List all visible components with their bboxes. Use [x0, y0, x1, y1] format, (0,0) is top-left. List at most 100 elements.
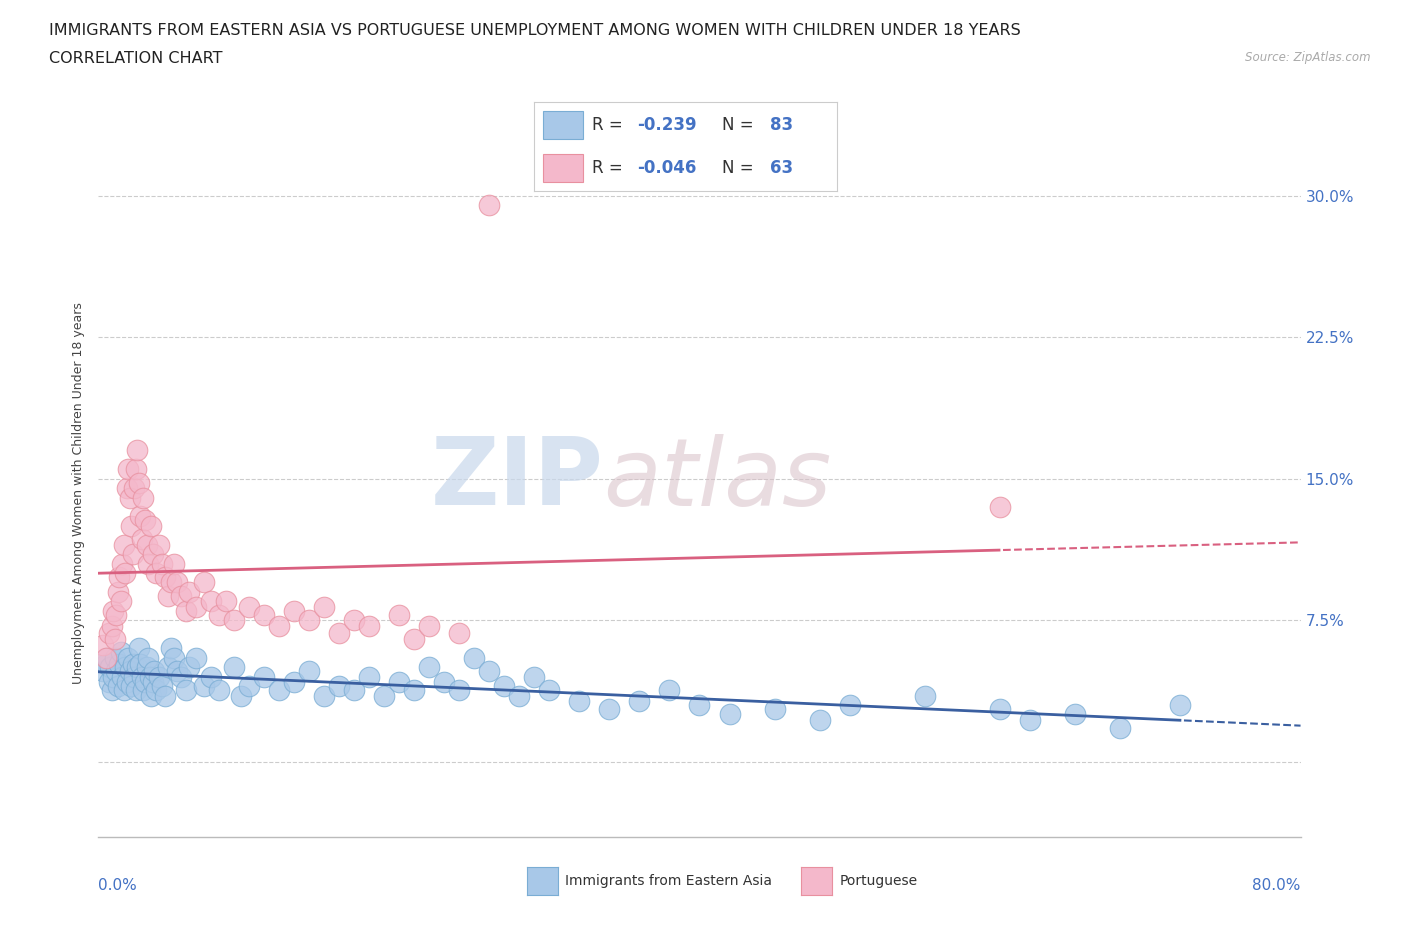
Point [128, 475, 150, 490]
Point [447, 626, 470, 641]
Point [112, 683, 135, 698]
Point [125, 462, 148, 477]
Point [267, 683, 290, 698]
Point [128, 641, 150, 656]
Text: N =: N = [721, 159, 759, 177]
Point [114, 565, 136, 580]
Point [91, 637, 114, 652]
Point [253, 670, 276, 684]
Point [131, 670, 153, 684]
Point [101, 618, 124, 633]
Point [238, 679, 260, 694]
Point [357, 618, 380, 633]
Point [494, 679, 516, 694]
Point [105, 607, 128, 622]
Point [138, 670, 160, 684]
Point [115, 481, 138, 496]
Point [914, 688, 936, 703]
Text: R =: R = [592, 159, 627, 177]
Point [153, 688, 176, 703]
Point [127, 443, 149, 458]
Text: Portuguese: Portuguese [839, 873, 918, 888]
Point [388, 675, 411, 690]
Point [132, 683, 155, 698]
Text: 83: 83 [770, 116, 793, 134]
Point [135, 538, 157, 552]
Point [110, 594, 132, 609]
Point [170, 588, 193, 603]
Point [177, 584, 200, 599]
Point [156, 588, 179, 603]
Point [122, 656, 145, 671]
Point [222, 613, 245, 628]
Point [105, 664, 128, 679]
Point [150, 679, 173, 694]
Text: CORRELATION CHART: CORRELATION CHART [49, 51, 222, 66]
Point [124, 670, 146, 684]
Point [177, 660, 200, 675]
Point [141, 547, 163, 562]
Text: Immigrants from Eastern Asia: Immigrants from Eastern Asia [565, 873, 772, 888]
Text: atlas: atlas [603, 433, 831, 525]
Point [478, 198, 501, 213]
Point [718, 707, 741, 722]
Point [658, 683, 681, 698]
Point [433, 675, 456, 690]
Point [166, 664, 188, 679]
Point [134, 675, 156, 690]
Point [121, 518, 143, 533]
Point [108, 656, 131, 671]
Point [162, 650, 184, 665]
Point [139, 688, 162, 703]
Point [100, 660, 122, 675]
Point [508, 688, 530, 703]
Point [388, 607, 411, 622]
Point [107, 679, 129, 694]
Text: N =: N = [721, 116, 759, 134]
Point [121, 679, 143, 694]
Point [150, 556, 173, 571]
Point [200, 594, 222, 609]
Point [145, 565, 167, 580]
Point [208, 683, 231, 698]
Point [298, 664, 321, 679]
Point [159, 641, 181, 656]
Text: -0.239: -0.239 [637, 116, 697, 134]
Point [162, 556, 184, 571]
Point [478, 664, 501, 679]
Point [174, 683, 197, 698]
Point [108, 569, 131, 584]
Point [117, 462, 139, 477]
Point [134, 512, 156, 527]
Point [463, 650, 485, 665]
Point [110, 644, 132, 659]
Text: 63: 63 [770, 159, 793, 177]
Point [136, 556, 159, 571]
Text: R =: R = [592, 116, 627, 134]
Point [1019, 712, 1042, 727]
Point [111, 556, 134, 571]
Point [1064, 707, 1087, 722]
Point [174, 604, 197, 618]
Point [103, 604, 125, 618]
Point [166, 575, 188, 590]
Point [238, 600, 260, 615]
Point [129, 509, 152, 524]
Point [129, 656, 152, 671]
Point [988, 499, 1011, 514]
Point [107, 584, 129, 599]
Point [418, 660, 440, 675]
Text: 80.0%: 80.0% [1253, 878, 1301, 894]
Point [328, 679, 350, 694]
Point [184, 600, 207, 615]
Y-axis label: Unemployment Among Women with Children Under 18 years: Unemployment Among Women with Children U… [72, 302, 86, 684]
Point [153, 569, 176, 584]
Point [628, 694, 651, 709]
Point [97, 675, 120, 690]
Point [148, 670, 170, 684]
Point [141, 675, 163, 690]
Point [145, 683, 167, 698]
Point [200, 670, 222, 684]
Point [124, 481, 146, 496]
Point [170, 670, 193, 684]
